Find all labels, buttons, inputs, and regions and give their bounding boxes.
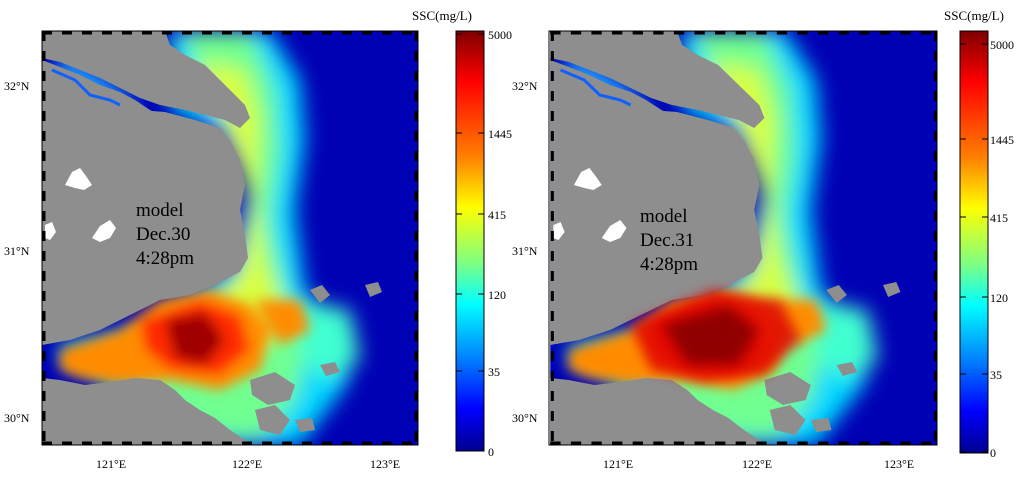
left-lon-label-121: 121°E <box>96 457 126 471</box>
left-colorbar-title: SSC(mg/L) <box>412 8 472 23</box>
right-lon-label-122: 122°E <box>742 457 772 471</box>
right-annotation-line1: model <box>640 206 688 227</box>
right-lon-label-123: 123°E <box>884 457 914 471</box>
left-colorbar-tick-120: 120 <box>488 288 506 302</box>
right-colorbar-tick-5000: 5000 <box>990 38 1014 52</box>
right-colorbar-tick-0: 0 <box>990 446 996 460</box>
right-colorbar-tick-415: 415 <box>990 211 1008 225</box>
right-annotation-line2: Dec.31 <box>640 230 694 251</box>
right-colorbar: SSC(mg/L) 5000 1445 415 120 35 0 <box>944 8 1014 460</box>
right-colorbar-tick-120: 120 <box>990 291 1008 305</box>
left-lon-label-122: 122°E <box>232 457 262 471</box>
left-lat-label-31: 31°N <box>4 244 30 258</box>
left-colorbar-tick-5000: 5000 <box>488 28 512 42</box>
left-colorbar: SSC(mg/L) 5000 1445 415 120 35 0 <box>412 8 512 459</box>
left-colorbar-tick-1445: 1445 <box>488 127 512 141</box>
left-colorbar-tick-415: 415 <box>488 208 506 222</box>
left-colorbar-tick-0: 0 <box>488 445 494 459</box>
left-lat-label-32: 32°N <box>4 79 30 93</box>
right-map-panel: model Dec.31 4:28pm 32°N 31°N 30°N 121°E… <box>512 29 940 471</box>
right-annotation-line3: 4:28pm <box>640 254 698 275</box>
left-annotation-line3: 4:28pm <box>136 248 194 269</box>
right-lon-label-121: 121°E <box>603 457 633 471</box>
right-colorbar-tick-1445: 1445 <box>990 133 1014 147</box>
right-lat-label-32: 32°N <box>512 79 538 93</box>
left-colorbar-tick-35: 35 <box>488 365 500 379</box>
left-map-panel: model Dec.30 4:28pm 32°N 31°N 30°N 121°E… <box>4 29 420 471</box>
right-lat-label-30: 30°N <box>512 411 538 425</box>
left-annotation-line2: Dec.30 <box>136 224 190 245</box>
right-lat-label-31: 31°N <box>512 244 538 258</box>
left-annotation-line1: model <box>136 200 184 221</box>
left-lat-label-30: 30°N <box>4 411 30 425</box>
right-colorbar-title: SSC(mg/L) <box>944 8 1004 23</box>
right-colorbar-tick-35: 35 <box>990 368 1002 382</box>
left-lon-label-123: 123°E <box>370 457 400 471</box>
